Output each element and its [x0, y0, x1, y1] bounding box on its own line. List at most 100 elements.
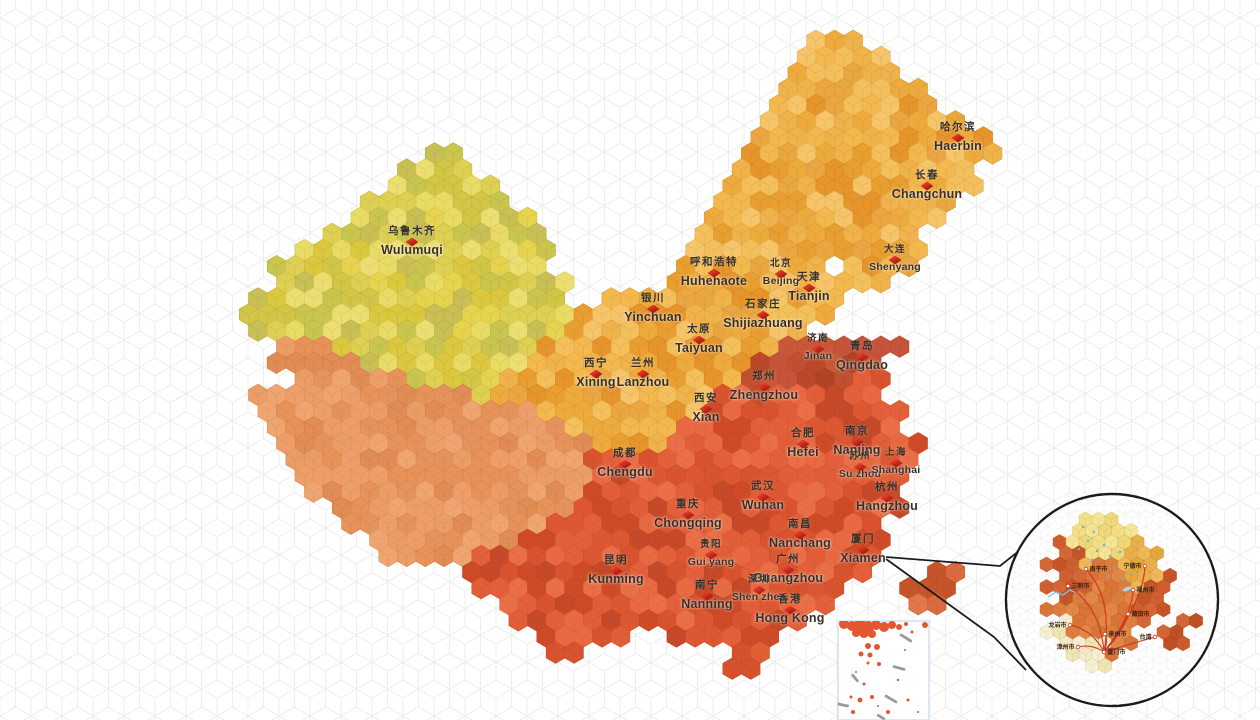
- region-hex-cell: [676, 416, 696, 439]
- city-marker-xian[interactable]: 西安 Xian: [692, 393, 719, 423]
- city-marker-xiamen[interactable]: 厦门 Xiamen: [840, 534, 886, 564]
- city-marker-changchun[interactable]: 长春 Changchun: [892, 170, 963, 200]
- city-marker-tianjin[interactable]: 天津 Tianjin: [788, 272, 829, 302]
- region-hex-cell: [834, 464, 854, 487]
- region-hex-cell: [555, 593, 575, 616]
- city-marker-wuhan[interactable]: 武汉 Wuhan: [742, 481, 784, 511]
- region-hex-cell: [499, 432, 519, 455]
- region-hex-cell: [666, 432, 686, 455]
- region-hex-cell: [425, 367, 445, 390]
- region-hex-cell: [583, 544, 603, 568]
- region-hex-cell: [759, 528, 779, 551]
- region-hex-cell: [387, 335, 408, 358]
- inset-city-dot: [1142, 563, 1148, 569]
- region-hex-cell: [294, 367, 315, 390]
- city-marker-huhehaote[interactable]: 呼和浩特 Huhehaote: [681, 257, 747, 287]
- region-hex-cell: [620, 351, 640, 374]
- region-hex-cell: [583, 609, 603, 632]
- region-hex-cell: [341, 416, 361, 439]
- inset-city-name: 龙岩市: [1048, 621, 1066, 629]
- city-marker-lanzhou[interactable]: 兰州 Lanzhou: [617, 358, 670, 388]
- region-hex-cell: [722, 206, 742, 229]
- region-hex-cell: [378, 255, 398, 278]
- region-hex-cell: [517, 206, 538, 229]
- region-hex-cell: [508, 609, 528, 632]
- region-hex-cell: [676, 512, 696, 535]
- city-marker-jinan[interactable]: 济南 Jinan: [804, 334, 832, 361]
- region-hex-cell: [462, 303, 482, 326]
- city-marker-hangzhou[interactable]: 杭州 Hangzhou: [856, 482, 918, 512]
- region-hex-cell: [741, 367, 761, 390]
- city-marker-haerbin[interactable]: 哈尔滨 Haerbin: [934, 122, 982, 152]
- scs-coastline-blob: [879, 622, 889, 632]
- region-hex-cell: [266, 255, 287, 278]
- region-hex-cell: [703, 367, 724, 390]
- region-hex-cell: [759, 625, 779, 648]
- city-marker-taiyuan[interactable]: 太原 Taiyuan: [675, 324, 723, 354]
- inset-city-name: 福州市: [1136, 586, 1155, 594]
- region-hex-cell: [452, 222, 473, 246]
- region-hex-cell: [769, 577, 789, 600]
- region-hex-cell: [610, 335, 631, 358]
- region-hex-cell: [266, 383, 287, 407]
- region-hex-cell: [824, 416, 845, 439]
- region-hex-cell: [666, 593, 686, 616]
- region-hex-cell: [731, 577, 752, 600]
- region-hex-cell: [787, 544, 807, 568]
- scs-island-dot: [917, 711, 919, 713]
- region-hex-cell: [490, 512, 510, 535]
- region-hex-cell: [508, 319, 528, 342]
- region-hex-cell: [452, 544, 473, 568]
- region-hex-cell: [750, 287, 770, 310]
- region-hex-cell: [536, 560, 556, 584]
- city-marker-yinchuan[interactable]: 银川 Yinchuan: [624, 293, 681, 323]
- region-hex-cell: [676, 609, 696, 632]
- city-marker-hefei[interactable]: 合肥 Hefei: [787, 428, 819, 458]
- region-hex-cell: [434, 383, 454, 407]
- region-hex-cell: [471, 448, 491, 471]
- city-marker-wulumuqi[interactable]: 乌鲁木齐 Wulumuqi: [381, 226, 443, 256]
- city-marker-shanghai[interactable]: 上海 Shanghai: [872, 448, 921, 475]
- city-marker-gui-yang[interactable]: 贵阳 Gui yang: [688, 540, 735, 567]
- city-marker-shenyang[interactable]: 大连 Shenyang: [869, 245, 921, 272]
- region-hex-cell: [889, 206, 910, 229]
- region-hex-cell: [490, 383, 510, 407]
- region-hex-cell: [694, 480, 714, 503]
- city-marker-nanning[interactable]: 南宁 Nanning: [681, 580, 732, 610]
- region-hex-cell: [796, 335, 817, 358]
- inset-city-name: 南平市: [1090, 565, 1108, 573]
- city-marker-chengdu[interactable]: 成都 Chengdu: [597, 448, 653, 478]
- city-marker-xining[interactable]: 西宁 Xining: [576, 358, 615, 388]
- city-marker-chongqing[interactable]: 重庆 Chongqing: [654, 499, 722, 529]
- region-hex-cell: [583, 351, 603, 374]
- city-marker-hong-kong[interactable]: 香港 Hong Kong: [755, 594, 824, 624]
- region-hex-cell: [564, 641, 584, 664]
- region-hex-cell: [778, 174, 798, 197]
- region-hex-cell: [815, 593, 835, 616]
- region-hex-cell: [899, 222, 919, 246]
- inset-town-dot: [1108, 554, 1112, 558]
- city-marker-qingdao[interactable]: 青岛 Qingdao: [836, 341, 888, 371]
- city-marker-shijiazhuang[interactable]: 石家庄 Shijiazhuang: [723, 299, 803, 329]
- region-hex-cell: [852, 560, 872, 584]
- region-hex-cell: [434, 287, 454, 310]
- region-hex-cell: [527, 319, 547, 342]
- region-hex-cell: [517, 464, 538, 487]
- region-hex-cell: [536, 625, 556, 648]
- region-hex-cell: [676, 448, 696, 471]
- region-hex-cell: [806, 544, 826, 568]
- region-hex-cell: [555, 528, 575, 551]
- region-hex-cell: [313, 303, 333, 326]
- region-hex-cell: [490, 190, 510, 213]
- region-hex-cell: [769, 609, 789, 632]
- city-name-zh: 北京: [769, 258, 792, 269]
- city-marker-nanchang[interactable]: 南昌 Nanchang: [769, 519, 831, 549]
- region-hex-cell: [536, 432, 556, 455]
- region-hex-cell: [862, 61, 882, 85]
- region-hex-cell: [452, 512, 473, 535]
- region-hex-cell: [806, 383, 826, 407]
- region-hex-cell: [452, 448, 473, 471]
- city-marker-kunming[interactable]: 昆明 Kunming: [588, 555, 644, 585]
- city-marker-zhengzhou[interactable]: 郑州 Zhengzhou: [730, 371, 798, 401]
